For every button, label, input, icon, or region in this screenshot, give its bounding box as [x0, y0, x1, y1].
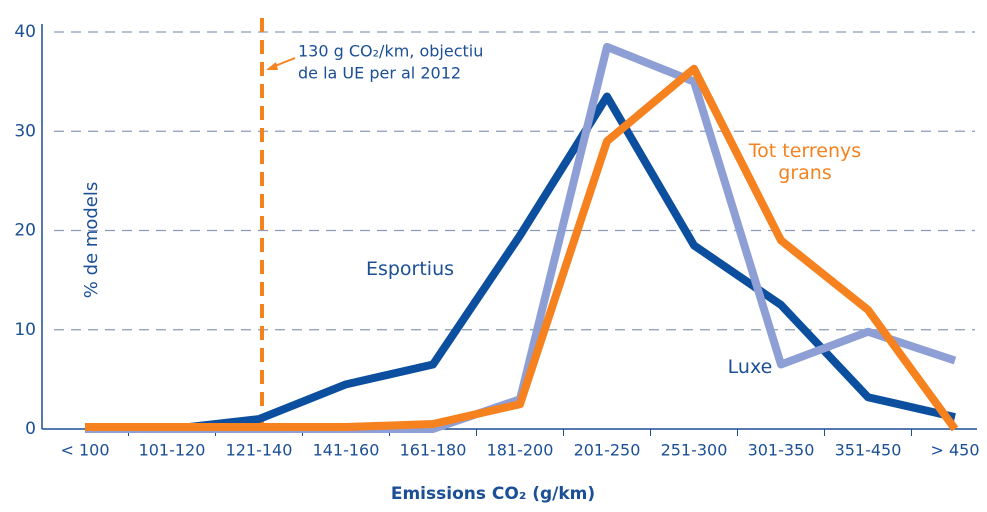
y-tick-label: 10	[14, 320, 36, 340]
x-tick-label: 301-350	[748, 441, 815, 460]
x-tick-label: 181-200	[487, 441, 554, 460]
annotation: de la UE per al 2012	[298, 64, 461, 83]
x-tick-label: 251-300	[661, 441, 728, 460]
y-tick-label: 40	[14, 22, 36, 42]
arrow-head	[266, 62, 278, 70]
x-tick-label: 351-450	[835, 441, 902, 460]
series-label: Tot terrenys grans	[748, 140, 862, 184]
x-tick-label: 161-180	[400, 441, 467, 460]
y-tick-label: 20	[14, 221, 36, 241]
y-axis-label: % de models	[81, 182, 102, 298]
x-tick-label: 101-120	[139, 441, 206, 460]
x-tick-label: 141-160	[313, 441, 380, 460]
x-tick-label: 201-250	[574, 441, 641, 460]
series-label: Luxe	[727, 356, 773, 378]
x-tick-label: 121-140	[226, 441, 293, 460]
x-axis-label: Emissions CO₂ (g/km)	[391, 484, 595, 504]
series-line	[85, 92, 956, 433]
x-tick-label: > 450	[930, 441, 979, 460]
series-line	[85, 64, 959, 432]
annotation: 130 g CO₂/km, objectiu	[298, 42, 483, 61]
y-tick-label: 0	[25, 419, 36, 439]
y-tick-label: 30	[14, 121, 36, 141]
x-tick-label: < 100	[60, 441, 109, 460]
series-label: Esportius	[365, 258, 455, 280]
